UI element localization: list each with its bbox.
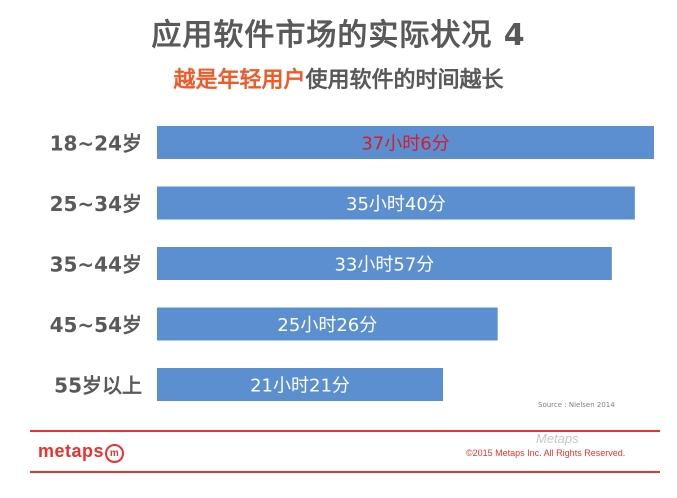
copyright-notice: ©2015 Metaps Inc. All Rights Reserved. xyxy=(466,448,626,458)
watermark: Metaps xyxy=(536,431,579,446)
category-label-2: 35~44岁 xyxy=(50,253,142,277)
subtitle-accent: 越是年轻用户 xyxy=(173,68,306,93)
bar-4 xyxy=(157,368,444,401)
subtitle-rest: 使用软件的时间越长 xyxy=(305,68,504,93)
footer-divider-bottom xyxy=(30,471,660,473)
category-label-4: 55岁以上 xyxy=(54,374,142,398)
category-label-3: 45~54岁 xyxy=(50,313,142,337)
footer-divider-top xyxy=(30,430,660,432)
data-label-4: 21小时21分 xyxy=(250,376,350,397)
bottom-strip xyxy=(0,478,677,498)
slide-subtitle: 越是年轻用户使用软件的时间越长 xyxy=(0,62,677,94)
bar-3 xyxy=(157,307,498,341)
bar-0 xyxy=(157,126,654,159)
metaps-logo: metaps m xyxy=(38,441,125,463)
slide-title: 应用软件市场的实际状况 4 xyxy=(151,18,526,53)
data-label-3: 25小时26分 xyxy=(277,315,377,336)
logo-mark: m xyxy=(105,444,125,463)
source-note: Source : Nielsen 2014 xyxy=(538,401,615,409)
category-label-1: 25~34岁 xyxy=(50,192,142,216)
bar-1 xyxy=(157,186,635,220)
data-label-1: 35小时40分 xyxy=(346,194,446,215)
category-label-0: 18~24岁 xyxy=(50,132,142,156)
logo-text: metaps xyxy=(38,441,105,461)
data-label-0: 37小时6分 xyxy=(361,134,449,155)
data-label-2: 33小时57分 xyxy=(334,255,434,276)
bar-chart: 18~24岁 37小时6分 25~34岁 35小时40分 35~44岁 33小时57分 45… xyxy=(50,126,654,401)
bar-2 xyxy=(157,247,612,280)
